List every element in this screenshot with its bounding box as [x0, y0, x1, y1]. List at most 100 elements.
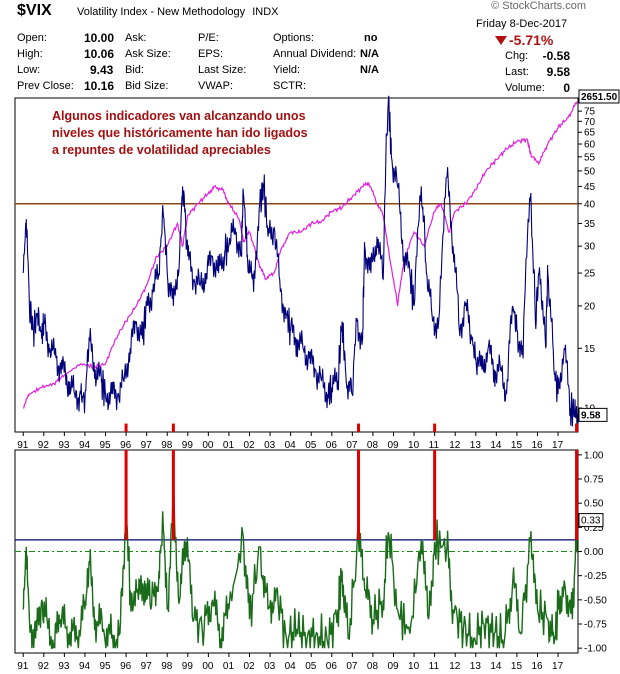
- annotation-text: Algunos indicadores van alcanzando unos: [52, 109, 306, 123]
- y-tick-label: 55: [584, 152, 596, 163]
- y-tick-label: 30: [584, 242, 596, 253]
- bid-size-label: Bid Size:: [125, 80, 169, 92]
- x-tick-label: 05: [305, 440, 317, 451]
- osc-x-tick-label: 00: [202, 661, 214, 672]
- osc-x-tick-label: 07: [346, 661, 358, 672]
- oscillator-line: [22, 494, 578, 649]
- x-tick-label: 98: [161, 440, 173, 451]
- down-arrow-icon: [495, 36, 507, 45]
- osc-x-tick-label: 93: [58, 661, 70, 672]
- osc-x-tick-label: 01: [223, 661, 235, 672]
- osc-x-tick-label: 12: [449, 661, 461, 672]
- vix-last-label: 9.58: [581, 410, 601, 421]
- osc-x-tick-label: 15: [511, 661, 523, 672]
- osc-last-box: [578, 513, 604, 528]
- osc-y-tick-label: -1.00: [584, 644, 607, 655]
- annual-dividend-value: N/A: [360, 48, 379, 60]
- osc-x-tick-label: 98: [161, 661, 173, 672]
- x-tick-label: 04: [285, 440, 297, 451]
- options-value: no: [364, 32, 378, 44]
- osc-x-tick-label: 10: [408, 661, 420, 672]
- y-tick-label: 20: [584, 301, 596, 312]
- osc-x-tick-label: 99: [182, 661, 194, 672]
- x-tick-label: 91: [17, 440, 29, 451]
- last-value: 9.58: [546, 65, 570, 79]
- y-tick-label: 15: [584, 344, 596, 355]
- x-tick-label: 09: [387, 440, 399, 451]
- x-tick-label: 00: [202, 440, 214, 451]
- y-tick-label: 60: [584, 140, 596, 151]
- x-tick-label: 13: [470, 440, 482, 451]
- high-value: 10.06: [84, 47, 115, 61]
- osc-x-tick-label: 08: [367, 661, 379, 672]
- x-tick-label: 06: [326, 440, 338, 451]
- annual-dividend-label: Annual Dividend:: [273, 48, 357, 60]
- prev-close-label: Prev Close:: [17, 80, 74, 92]
- pe-label: P/E:: [198, 32, 219, 44]
- spx-line: [23, 101, 578, 409]
- exchange-label: INDX: [252, 6, 279, 18]
- spx-last-label: 2651.50: [581, 92, 618, 103]
- x-tick-label: 92: [38, 440, 50, 451]
- osc-x-tick-label: 14: [490, 661, 502, 672]
- eps-label: EPS:: [198, 48, 224, 60]
- ticker-symbol: $VIX: [17, 2, 52, 19]
- x-tick-label: 93: [58, 440, 70, 451]
- osc-x-tick-label: 17: [552, 661, 564, 672]
- y-tick-label: 75: [584, 107, 596, 118]
- low-label: Low:: [17, 64, 41, 76]
- osc-y-tick-label: 0.75: [584, 475, 604, 486]
- osc-y-tick-label: 0.25: [584, 523, 604, 534]
- osc-y-tick-label: 0.00: [584, 547, 604, 558]
- osc-y-tick-label: -0.25: [584, 571, 607, 582]
- x-tick-label: 15: [511, 440, 523, 451]
- osc-y-tick-label: -0.75: [584, 620, 607, 631]
- last-size-label: Last Size:: [198, 64, 247, 76]
- x-tick-label: 14: [490, 440, 502, 451]
- y-tick-label: 40: [584, 199, 596, 210]
- osc-last-label: 0.33: [581, 516, 601, 527]
- options-label: Options:: [273, 32, 314, 44]
- ticker-name: Volatility Index - New Methodology INDX: [77, 6, 279, 18]
- osc-x-tick-label: 95: [100, 661, 112, 672]
- open-label: Open:: [17, 32, 47, 44]
- high-label: High:: [17, 48, 43, 60]
- vwap-label: VWAP:: [198, 80, 234, 92]
- osc-x-tick-label: 13: [470, 661, 482, 672]
- osc-y-tick-label: 1.00: [584, 450, 604, 461]
- x-tick-label: 10: [408, 440, 420, 451]
- low-value: 9.43: [90, 63, 114, 77]
- x-tick-label: 01: [223, 440, 235, 451]
- chg-value: -0.58: [542, 49, 570, 63]
- y-tick-label: 65: [584, 128, 596, 139]
- spx-last-box: [578, 89, 620, 104]
- ask-size-label: Ask Size:: [125, 48, 171, 60]
- change-percent: -5.71%: [509, 32, 554, 48]
- osc-x-tick-label: 91: [17, 661, 29, 672]
- y-tick-label: 25: [584, 269, 596, 280]
- x-tick-label: 12: [449, 440, 461, 451]
- osc-x-tick-label: 09: [387, 661, 399, 672]
- volume-value: 0: [563, 81, 570, 95]
- annotation-text: a repuntes de volatilidad apreciables: [52, 143, 271, 157]
- chg-label: Chg:: [505, 50, 529, 62]
- x-tick-label: 94: [79, 440, 91, 451]
- yield-label: Yield:: [273, 64, 301, 76]
- osc-x-tick-label: 94: [79, 661, 91, 672]
- volume-label: Volume:: [505, 82, 545, 94]
- watermark: © StockCharts.com: [491, 0, 586, 12]
- sctr-label: SCTR:: [273, 80, 306, 92]
- x-tick-label: 96: [120, 440, 132, 451]
- x-tick-label: 16: [531, 440, 543, 451]
- open-value: 10.00: [84, 31, 115, 45]
- osc-y-tick-label: -0.50: [584, 595, 607, 606]
- osc-x-tick-label: 06: [326, 661, 338, 672]
- quote-date: Friday 8-Dec-2017: [476, 18, 568, 30]
- vix-line: [22, 95, 578, 427]
- x-tick-label: 03: [264, 440, 276, 451]
- bid-label: Bid:: [125, 64, 144, 76]
- x-tick-label: 17: [552, 440, 564, 451]
- x-tick-label: 08: [367, 440, 379, 451]
- x-tick-label: 07: [346, 440, 358, 451]
